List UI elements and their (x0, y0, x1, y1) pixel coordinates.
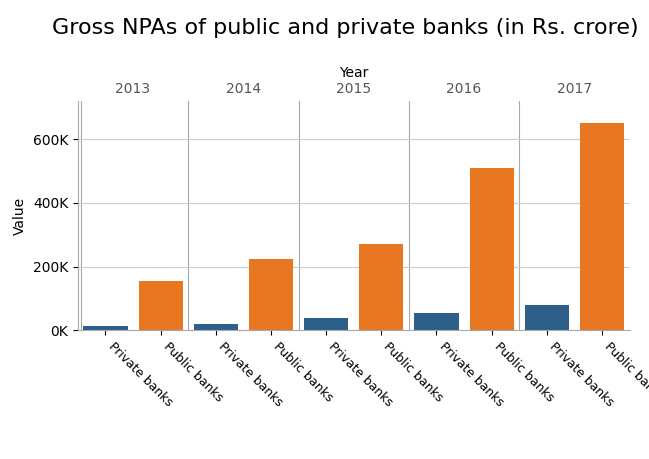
X-axis label: Year: Year (339, 66, 369, 79)
Bar (414, 313, 458, 330)
Bar (469, 168, 513, 330)
Bar (524, 305, 569, 330)
Bar (580, 123, 624, 330)
Bar (249, 259, 293, 330)
Bar (83, 326, 127, 330)
Bar (304, 318, 349, 330)
Bar (360, 244, 404, 330)
Bar (193, 324, 238, 330)
Bar (139, 281, 183, 330)
Y-axis label: Value: Value (13, 196, 27, 235)
Text: Gross NPAs of public and private banks (in Rs. crore): Gross NPAs of public and private banks (… (52, 18, 639, 39)
